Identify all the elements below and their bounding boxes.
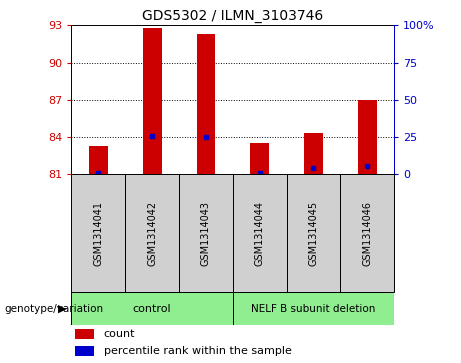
Bar [75,346,94,356]
Bar [196,34,215,174]
Bar [75,329,94,339]
Bar [143,28,161,174]
Text: control: control [133,303,171,314]
FancyBboxPatch shape [179,174,233,292]
Title: GDS5302 / ILMN_3103746: GDS5302 / ILMN_3103746 [142,9,324,23]
FancyBboxPatch shape [340,174,394,292]
Text: GSM1314045: GSM1314045 [308,201,319,266]
Text: GSM1314042: GSM1314042 [147,201,157,266]
Text: genotype/variation: genotype/variation [5,303,104,314]
Bar [304,133,323,174]
Text: percentile rank within the sample: percentile rank within the sample [104,346,292,356]
Text: GSM1314044: GSM1314044 [254,201,265,266]
Text: count: count [104,329,135,339]
FancyBboxPatch shape [287,174,340,292]
Bar [250,143,269,174]
Text: GSM1314043: GSM1314043 [201,201,211,266]
Bar [358,100,377,174]
FancyBboxPatch shape [71,174,125,292]
FancyBboxPatch shape [233,174,287,292]
Text: GSM1314041: GSM1314041 [93,201,103,266]
Bar [89,146,108,174]
Text: NELF B subunit deletion: NELF B subunit deletion [251,303,376,314]
FancyBboxPatch shape [71,292,233,325]
Text: ▶: ▶ [58,303,66,314]
FancyBboxPatch shape [125,174,179,292]
Text: GSM1314046: GSM1314046 [362,201,372,266]
FancyBboxPatch shape [233,292,394,325]
